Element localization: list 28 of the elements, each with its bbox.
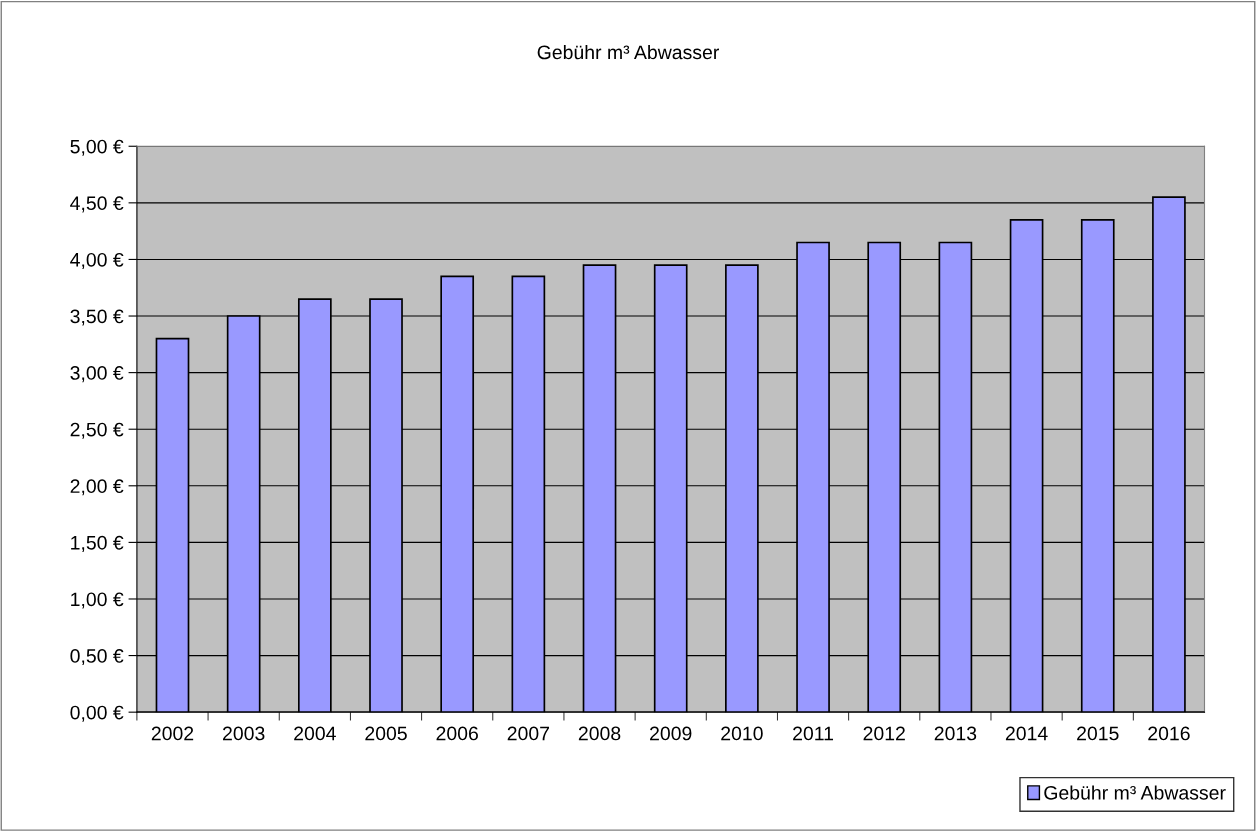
y-tick-label: 2,50 €	[70, 422, 124, 439]
x-tick-label: 2005	[365, 726, 407, 741]
x-tick-label: 2009	[650, 726, 692, 741]
x-tick-label: 2004	[294, 726, 336, 741]
y-tick-label: 4,50 €	[70, 196, 124, 213]
y-tick-label: 4,00 €	[70, 252, 124, 269]
x-tick-label: 2008	[578, 726, 621, 741]
x-tick-label: 2011	[793, 726, 834, 741]
x-tick-label: 2016	[1148, 726, 1190, 741]
x-tick-label: 2002	[151, 726, 194, 741]
y-tick-label: 0,50 €	[70, 649, 124, 666]
x-tick-label: 2006	[436, 726, 478, 741]
x-tick-label: 2003	[223, 726, 265, 741]
x-tick-label: 2010	[721, 726, 763, 741]
chart-title: Gebühr m³ Abwasser	[537, 44, 719, 60]
y-tick-label: 2,00 €	[70, 479, 124, 496]
x-tick-label: 2013	[934, 726, 977, 741]
legend-label: Gebühr m³ Abwasser	[1044, 785, 1226, 800]
y-tick-label: 1,00 €	[71, 592, 124, 609]
y-tick-label: 3,50 €	[70, 309, 124, 326]
x-tick-label: 2015	[1077, 726, 1119, 741]
y-tick-label: 3,00 €	[70, 366, 124, 383]
y-tick-label: 5,00 €	[70, 139, 124, 156]
y-tick-label: 1,50 €	[71, 535, 124, 552]
x-tick-label: 2007	[507, 726, 550, 741]
x-tick-label: 2012	[863, 726, 905, 741]
x-tick-label: 2014	[1005, 726, 1048, 741]
y-tick-label: 0,00 €	[70, 705, 124, 722]
